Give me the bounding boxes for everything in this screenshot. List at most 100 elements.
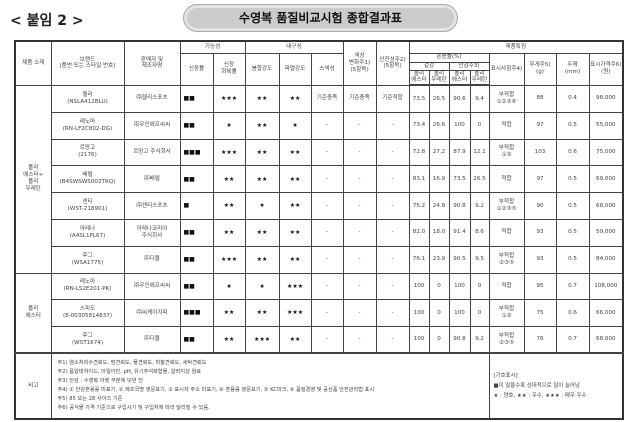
brand-cell: 후그 (WST1674) (50, 326, 125, 355)
elongation-rating: ■■ (179, 111, 214, 140)
table-row: 배럴 (B4SWSWS002TRQ) ㈜배럴 ■■ ★★ ★★ ★★ - - -83.1 16.9 7… (15, 165, 624, 194)
header-features: 제품특징 (408, 40, 624, 54)
elongation-rating: ■■ (179, 245, 214, 274)
seller-cell: ㈜디몰 (123, 326, 181, 355)
recov-rating: ★★ (212, 165, 246, 194)
lining-polyurethane: 8.6 (469, 218, 490, 247)
header-seller: 판매자 및 제조자명 (123, 40, 181, 86)
recov-rating: ★ (212, 111, 246, 140)
weight-cell: 95 (523, 272, 557, 301)
safety-result: - (375, 272, 410, 301)
table-row: 폴리 에스터+ 폴리 우레탄 헬리 (NSLA412BLU) ㈜헬리스포츠 ■■ ★★★ ★… (14, 84, 624, 274)
elongation-rating: ■■ (179, 218, 214, 247)
legend-title: [기호표시] (493, 373, 518, 380)
safety-result: - (375, 192, 410, 220)
labeling-result: 부적합 (498, 145, 515, 152)
labeling-cell: 적합 (488, 165, 525, 194)
footnote: 주2) 폼알데하이드, 아릴아민, pH, 유기주석화합물, 알러지성 염료 (57, 369, 202, 376)
outer-polyester: 73.5 (408, 84, 430, 113)
labeling-cell: 적합 (488, 111, 525, 140)
thickness-cell: 0.5 (555, 111, 590, 140)
labeling-result: 부적합 (498, 199, 515, 206)
brand-name: 아레나 (79, 225, 96, 232)
header-price: 표시가격주6) (원) (588, 52, 624, 86)
labeling-notes: ①②③⑤ (496, 206, 517, 213)
product-code: (2176) (78, 152, 97, 159)
burst-rating: ★★ (278, 326, 312, 355)
burst-rating: ★★ (278, 138, 312, 167)
weight-cell: 93 (523, 218, 557, 247)
brand-cell: 르망고 (2176) (50, 138, 125, 167)
weight-cell: 93 (523, 245, 557, 274)
seam-rating: ★ (244, 192, 280, 220)
weight-cell: 75 (523, 299, 557, 328)
snag-result: - (310, 299, 344, 328)
header-recovery: 신장 회복률 (212, 52, 246, 86)
snag-result: - (310, 272, 344, 301)
header-weight: 무게주5) (g) (523, 52, 557, 86)
labeling-notes: ①③ (501, 313, 512, 320)
burst-rating: ★★ (278, 192, 312, 220)
header-outer-polyester: 폴리 에스터 (408, 69, 430, 87)
elongation-rating: ■■■ (179, 138, 214, 167)
price-cell: 55,000 (588, 111, 624, 140)
header-outer-polyurethane: 폴리 우레탄 (428, 69, 450, 87)
recov-rating: ★ (212, 272, 246, 301)
seller-cell: ㈜우인에프씨씨 (123, 272, 181, 301)
outer-polyester: 72.8 (408, 138, 430, 167)
brand-name: 센티 (82, 199, 93, 206)
footnote: 주5) 85 또는 28 사이즈 기준 (57, 396, 123, 403)
table-row: 센티 (WST-218901) ㈜센티스포츠 ■ ★★ ★ ★★ - - -75.2 24.8 90.… (15, 192, 624, 220)
seller-cell: ㈜배럴 (123, 165, 181, 194)
safety-result: - (375, 218, 410, 247)
outer-polyester: 75.2 (408, 192, 430, 220)
outer-polyurethane: 27.2 (428, 138, 450, 167)
table-row: 스피도 (8-00305814837) ㈜씨케이지피 ■■■ ★★ ★★ ★★★ - - -100… (15, 299, 624, 328)
seam-rating: ★★ (244, 245, 280, 274)
labeling-notes: ①③ (501, 152, 512, 159)
thickness-cell: 0.6 (555, 138, 590, 167)
labeling-notes: ①②③⑥ (496, 98, 517, 105)
seller-cell: ㈜씨케이지피 (123, 299, 181, 328)
labeling-cell: 부적합 ②③⑤ (488, 326, 525, 355)
header-lining-polyurethane: 폴리 우레탄 (469, 69, 490, 87)
price-cell: 108,000 (588, 272, 624, 301)
product-code: (B4SWSWS002TRQ) (59, 179, 116, 186)
attachment-label: < 붙임 2 > (10, 13, 84, 29)
weight-cell: 103 (523, 138, 557, 167)
header-seam: 봉합강도 (244, 52, 280, 86)
product-code: (WST1674) (71, 339, 104, 346)
color-change-result: - (342, 326, 377, 355)
labeling-cell: 부적합 ①③ (488, 138, 525, 167)
header-blend: 혼용률(%) (408, 52, 490, 63)
price-cell: 84,000 (588, 245, 624, 274)
outer-polyurethane: 23.9 (428, 245, 450, 274)
header-outer: 겉감 (408, 61, 450, 71)
color-change-result: - (342, 138, 377, 167)
product-code: (NSLA412BLU) (67, 98, 108, 105)
lining-polyester: 91.4 (448, 218, 471, 247)
price-cell: 68,000 (588, 192, 624, 220)
labeling-result: 부적합 (498, 91, 515, 98)
seller-cell: ㈜우인에프씨씨 (123, 111, 181, 140)
burst-rating: ★★★ (278, 299, 312, 328)
outer-polyurethane: 18.0 (428, 218, 450, 247)
elongation-rating: ■■ (179, 272, 214, 301)
labeling-result: 적합 (501, 175, 512, 182)
product-code: (RN-LF2C802-DG) (62, 125, 113, 132)
lining-polyurethane: 9.5 (469, 245, 490, 274)
brand-name: 레노마 (79, 118, 96, 125)
seller-cell: 아레나코리아 주식회사 (123, 218, 181, 247)
elongation-rating: ■■ (179, 165, 214, 194)
lining-polyester: 90.8 (448, 192, 471, 220)
table-row: 레노마 (RN-LF2C802-DG) ㈜우인에프씨씨 ■■ ★ ★★ ★ - - -73.4 26… (15, 111, 624, 140)
snag-result: - (310, 218, 344, 247)
footnote: 주6) 공식몰 가격 기준으로 구입시기 및 구입처에 따라 달라질 수 있음. (57, 405, 210, 412)
labeling-notes: ②③⑤ (498, 259, 515, 266)
snag-result: - (310, 326, 344, 355)
header-snag: 스낵성 (310, 52, 344, 86)
elongation-rating: ■■ (179, 84, 214, 113)
labeling-result: 부적합 (498, 332, 515, 339)
outer-polyurethane: 24.8 (428, 192, 450, 220)
lining-polyester: 100 (448, 299, 471, 328)
